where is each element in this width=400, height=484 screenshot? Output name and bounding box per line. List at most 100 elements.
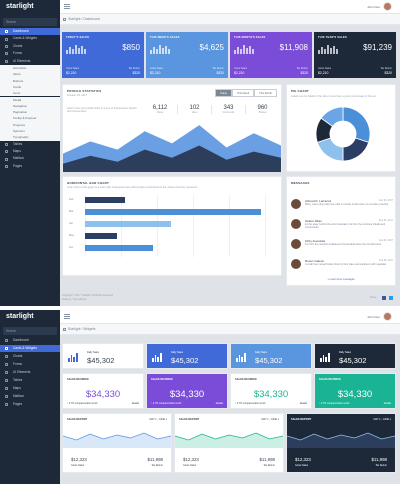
submenu-item[interactable]: Icons (0, 90, 60, 97)
details-link[interactable]: Details (215, 402, 223, 405)
bar-label: Jun (69, 246, 74, 249)
sidebar-item-0[interactable]: Dashboard (0, 337, 60, 344)
submenu-item[interactable]: Tooltip & Popover (0, 115, 60, 122)
sidebar-item-6[interactable]: Maps (0, 385, 60, 392)
home-icon[interactable] (63, 327, 66, 331)
sidebar-item-label: UI Elements (13, 58, 31, 63)
user-name[interactable]: John Doe (367, 314, 380, 319)
tab-this-week[interactable]: This Week (231, 89, 255, 97)
details-link[interactable]: Details (383, 402, 391, 405)
menu-toggle-icon[interactable] (64, 314, 70, 319)
screen-divider (0, 306, 400, 310)
revenue-change: ↑ 2.7% compared last month (151, 402, 182, 405)
tile-right-label: Tax Return (380, 67, 392, 70)
home-icon[interactable] (63, 17, 66, 21)
sidebar-item-icon (5, 150, 8, 154)
tile-right-value: $320 (384, 71, 392, 75)
load-more-link[interactable]: + Load more messages (327, 278, 355, 281)
avatar (291, 259, 301, 269)
icon-bar (322, 355, 325, 362)
card-description: Here's how your profile looks in terms o… (67, 107, 137, 114)
submenu-item[interactable]: Typography (0, 134, 60, 141)
twitter-icon[interactable] (389, 296, 393, 300)
message-sender: Roven Galeon (305, 259, 325, 263)
menu-toggle-icon[interactable] (64, 4, 70, 9)
icon-bar (159, 353, 162, 362)
card-title: SALES REVENUE (67, 378, 89, 381)
donut-chart (315, 106, 371, 162)
line-series (63, 432, 171, 441)
sidebar-item-icon (5, 379, 8, 383)
sidebar-item-2[interactable]: Charts (0, 353, 60, 360)
submenu-item[interactable]: Progress (0, 121, 60, 128)
message-item[interactable]: Isidore Dilao Feb 24, 2017 Far far away, b… (288, 216, 396, 236)
sales-tile: TODAY'S SALES $850 Gross Sales $2,210 Tax Re… (62, 32, 144, 78)
bar-label: Mar (69, 210, 74, 213)
app-logo[interactable]: starlight (0, 310, 60, 324)
sales-tile: THIS WEEK'S SALES $4,625 Gross Sales $2,210… (146, 32, 228, 78)
message-item[interactable]: Ahmad R. Larrazod Feb 23, 2017 Many, many … (288, 196, 396, 216)
sidebar-item-after-3[interactable]: Pages (0, 163, 60, 170)
user-name[interactable]: John Doe (367, 4, 380, 9)
search-input[interactable]: Search (3, 18, 57, 26)
tab-today[interactable]: Today (215, 89, 232, 97)
sidebar-item-after-0[interactable]: Tables (0, 141, 60, 148)
tab-this-month[interactable]: This Month (254, 89, 277, 97)
message-sender: Kirby Avendula (305, 239, 325, 243)
hbar-plot: Feb Mar Apr May Jun (69, 195, 277, 259)
avatar (291, 199, 301, 209)
breadcrumb: Starlight / Dashboard (60, 14, 400, 25)
gross-sales-label: Gross Sales (183, 464, 197, 467)
facebook-icon[interactable] (382, 296, 386, 300)
message-item[interactable]: Kirby Avendula Feb 25, 2017 Far from the c… (288, 236, 396, 256)
submenu-item[interactable]: Accordion (0, 65, 60, 72)
sidebar-item-5[interactable]: Tables (0, 377, 60, 384)
sparkline-bar (165, 46, 167, 54)
sidebar-item-2[interactable]: Charts (0, 43, 60, 50)
sidebar-item-8[interactable]: Pages (0, 401, 60, 408)
tax-return-value: $11,998 (371, 457, 387, 462)
sidebar-item-4[interactable]: UI Elements (0, 369, 60, 376)
sidebar-item-1[interactable]: Cards & Widgets (0, 35, 60, 42)
sidebar-item-3[interactable]: Forms (0, 50, 60, 57)
revenue-change: ↑ 2.7% compared last month (235, 402, 266, 405)
icon-bar (157, 357, 159, 362)
icon-bar (75, 353, 78, 362)
sidebar-item-label: Maps (13, 149, 21, 153)
submenu-item[interactable]: Modal (0, 96, 60, 103)
avatar[interactable] (383, 2, 392, 11)
gross-sales-label: Gross Sales (71, 464, 85, 467)
sidebar-item-after-2[interactable]: Mailbox (0, 155, 60, 162)
sidebar-item-1[interactable]: Cards & Widgets (0, 345, 60, 353)
sidebar-item-4[interactable]: UI Elements (0, 58, 60, 65)
sales-revenue-card: SALES REVENUE $34,330 ↑ 2.7% compared last… (62, 373, 144, 409)
card-title: MESSAGES (291, 181, 310, 185)
message-date: Feb 26, 2017 (378, 259, 393, 262)
submenu-item[interactable]: Cards (0, 83, 60, 91)
message-sender: Ahmad R. Larrazod (305, 199, 332, 203)
bar-chart-icon (236, 352, 246, 362)
report-line-chart (175, 432, 283, 448)
submenu-item[interactable]: Navigation (0, 102, 60, 110)
avatar[interactable] (383, 312, 392, 321)
sidebar-item-label: Dashboard (13, 29, 29, 33)
submenu-item[interactable]: Alerts (0, 71, 60, 78)
sidebar-item-7[interactable]: Mailbox (0, 393, 60, 400)
sidebar-item-label: UI Elements (13, 370, 31, 374)
submenu-item[interactable]: Buttons (0, 77, 60, 84)
revenue-value: $34,330 (169, 389, 205, 400)
icon-bar (154, 355, 157, 362)
pie-slice (320, 106, 344, 127)
submenu-item[interactable]: Pagination (0, 109, 60, 116)
sidebar-item-0[interactable]: Dashboard (0, 28, 60, 36)
search-input[interactable]: Search (3, 327, 57, 335)
details-link[interactable]: Details (131, 402, 139, 405)
app-logo[interactable]: starlight (0, 0, 60, 14)
submenu-item[interactable]: Spinners (0, 128, 60, 135)
pie-slice (342, 106, 371, 143)
pie-chart-card: PIE CHART Labels can be hidden if the sl… (286, 84, 396, 172)
sidebar-item-after-1[interactable]: Maps (0, 148, 60, 155)
sidebar-item-3[interactable]: Forms (0, 361, 60, 368)
message-item[interactable]: Roven Galeon Feb 26, 2017 A small river na… (288, 256, 396, 276)
details-link[interactable]: Details (299, 402, 307, 405)
